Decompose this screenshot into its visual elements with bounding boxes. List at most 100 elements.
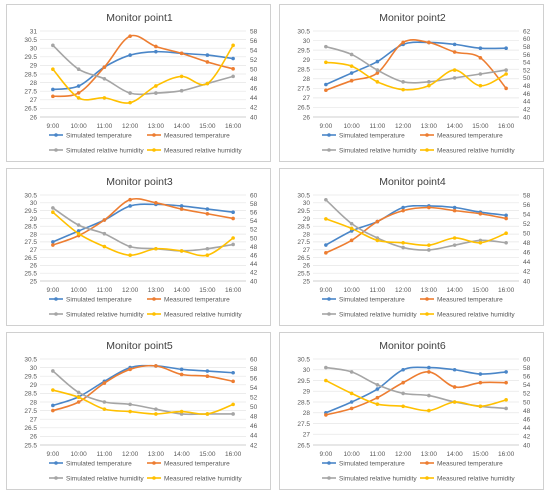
y-right-tick-label: 62: [523, 28, 531, 35]
data-point: [128, 367, 132, 372]
x-tick-label: 15:00: [199, 451, 216, 458]
x-tick-label: 13:00: [421, 287, 438, 294]
data-point: [324, 197, 328, 202]
y-left-tick-label: 26.5: [297, 442, 310, 449]
data-point: [504, 72, 508, 76]
data-point: [349, 52, 354, 57]
y-left-tick-label: 30.5: [297, 356, 310, 363]
data-point: [154, 49, 158, 54]
x-tick-label: 11:00: [96, 451, 112, 458]
data-point: [452, 385, 457, 389]
data-point: [452, 400, 457, 404]
legend-label: Simulated relative humidity: [339, 147, 417, 154]
x-tick-label: 11:00: [369, 287, 385, 294]
x-tick-label: 10:00: [343, 451, 360, 458]
data-point: [231, 379, 235, 384]
chart-svg: Monitor point6 26.5 27 27.5 28 28.5 29 29.5 30 30…: [297, 340, 531, 482]
data-point: [51, 243, 55, 247]
data-point: [76, 223, 81, 227]
chart-panel-1: Monitor point1 26 26.5 27 27.5 28 28.5 29 29.5 30…: [6, 4, 271, 162]
data-point: [205, 53, 210, 57]
legend-marker: [425, 476, 429, 480]
data-point: [427, 80, 431, 84]
x-tick-label: 12:00: [395, 451, 412, 458]
y-right-tick-label: 56: [250, 210, 258, 217]
chart-panel-5: Monitor point5 25.5 26 26.5 27 27.5 28 28.5 29 29…: [6, 332, 271, 490]
legend-marker: [425, 133, 429, 137]
y-right-tick-label: 54: [523, 211, 531, 218]
y-left-tick-label: 29.5: [297, 47, 310, 54]
y-right-tick-label: 40: [523, 278, 531, 285]
data-point: [179, 207, 184, 211]
y-left-tick-label: 28.5: [24, 224, 37, 231]
data-point: [179, 367, 184, 372]
legend-label: Simulated temperature: [339, 460, 405, 467]
data-point: [231, 210, 235, 214]
y-right-tick-label: 50: [523, 399, 531, 406]
data-point: [205, 253, 210, 257]
chart-svg: Monitor point2 26 26.5 27 27.5 28 28.5 29 29.5 30…: [297, 12, 531, 154]
y-right-tick-label: 42: [523, 434, 531, 441]
y-right-tick-label: 40: [523, 442, 531, 449]
y-left-tick-label: 28: [303, 410, 311, 417]
legend-label: Simulated relative humidity: [339, 311, 417, 318]
data-point: [231, 56, 235, 61]
y-right-tick-label: 52: [250, 227, 258, 234]
x-tick-label: 13:00: [148, 123, 165, 130]
x-tick-label: 9:00: [47, 123, 60, 130]
data-point: [401, 205, 405, 210]
x-tick-label: 10:00: [70, 451, 87, 458]
data-point: [504, 86, 508, 91]
x-tick-label: 14:00: [446, 123, 463, 130]
x-tick-label: 16:00: [225, 451, 242, 458]
legend-marker: [327, 133, 331, 137]
y-right-tick-label: 56: [523, 374, 531, 381]
y-right-tick-label: 40: [250, 278, 258, 285]
y-right-tick-label: 54: [250, 385, 258, 392]
x-tick-label: 14:00: [173, 451, 190, 458]
data-point: [401, 367, 405, 372]
data-point: [427, 248, 431, 252]
legend-label: Simulated relative humidity: [339, 475, 417, 482]
y-right-tick-label: 46: [250, 253, 258, 260]
legend-label: Simulated relative humidity: [66, 311, 144, 318]
y-right-tick-label: 42: [250, 442, 258, 449]
y-left-tick-label: 30.5: [24, 356, 37, 363]
data-point: [128, 253, 132, 257]
y-right-tick-label: 48: [523, 240, 531, 247]
data-point: [452, 208, 457, 213]
y-right-tick-label: 48: [523, 83, 531, 90]
data-point: [128, 53, 132, 57]
y-right-tick-label: 46: [523, 417, 531, 424]
data-point: [349, 64, 354, 68]
series-line-simulated-relative-humidity: [52, 207, 234, 252]
data-point: [375, 68, 380, 72]
data-point: [504, 370, 508, 374]
data-point: [324, 44, 328, 49]
data-point: [231, 67, 235, 71]
x-tick-label: 13:00: [421, 451, 438, 458]
y-left-tick-label: 27.5: [24, 89, 37, 96]
series-line-simulated-temperature: [52, 50, 234, 91]
legend-marker: [152, 312, 156, 316]
y-right-tick-label: 50: [250, 67, 258, 74]
data-point: [205, 369, 210, 373]
chart-title: Monitor point6: [379, 340, 446, 352]
series-line-measured-relative-humidity: [52, 44, 234, 104]
data-point: [452, 76, 457, 80]
data-point: [401, 245, 405, 250]
x-tick-label: 12:00: [122, 287, 139, 294]
data-point: [128, 402, 132, 407]
y-right-tick-label: 52: [523, 221, 531, 228]
series-line-measured-temperature: [325, 206, 507, 254]
legend-label: Simulated relative humidity: [66, 147, 144, 154]
data-point: [401, 391, 405, 396]
legend-marker: [425, 297, 429, 301]
data-point: [102, 244, 107, 249]
data-point: [478, 55, 483, 60]
y-left-tick-label: 29.5: [24, 208, 37, 215]
data-point: [478, 240, 483, 245]
data-point: [231, 412, 235, 416]
y-left-tick-label: 27.5: [24, 239, 37, 246]
y-left-tick-label: 28: [30, 231, 38, 238]
